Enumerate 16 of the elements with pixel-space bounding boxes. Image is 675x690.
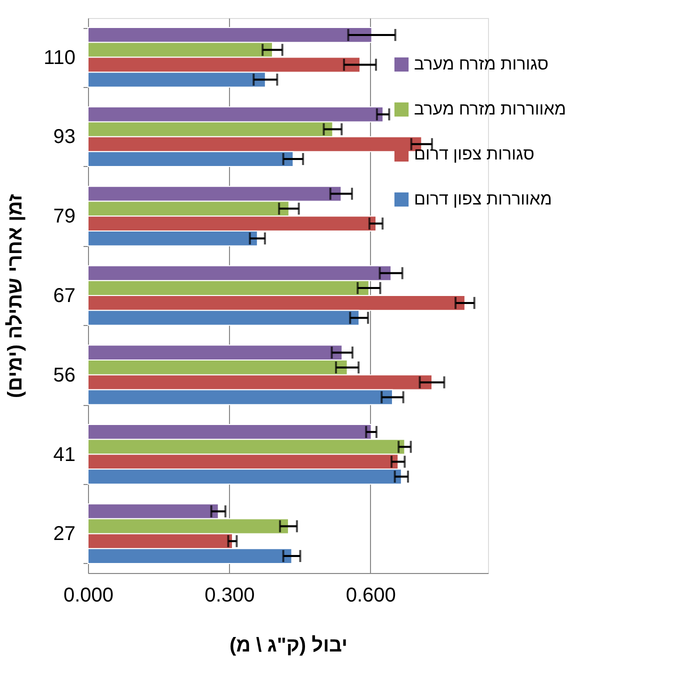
x-tick-label: 0.300 <box>204 584 255 606</box>
legend-label: מאווררות צפון דרום <box>414 190 552 208</box>
y-tick-label: 41 <box>53 444 76 466</box>
legend-label: מאווררות מזרח מערב <box>414 100 566 118</box>
y-tick-label: 93 <box>53 126 76 148</box>
x-tick-label: 0.600 <box>346 584 396 606</box>
y-tick-label: 110 <box>44 46 76 69</box>
y-tick-label: 27 <box>53 523 76 546</box>
x-axis-title: יבול (ק"ג \ מ) <box>229 634 348 656</box>
y-tick-label: 79 <box>53 206 76 228</box>
x-tick-label: 0.000 <box>63 584 114 606</box>
y-tick-label: 67 <box>53 285 76 307</box>
y-axis-title: זמן אחרי שתילה (ימים) <box>4 193 27 398</box>
legend-label: סגורות צפון דרום <box>414 144 534 164</box>
y-tick-label: 56 <box>53 364 76 386</box>
legend-label: סגורות מזרח מערב <box>414 54 549 74</box>
